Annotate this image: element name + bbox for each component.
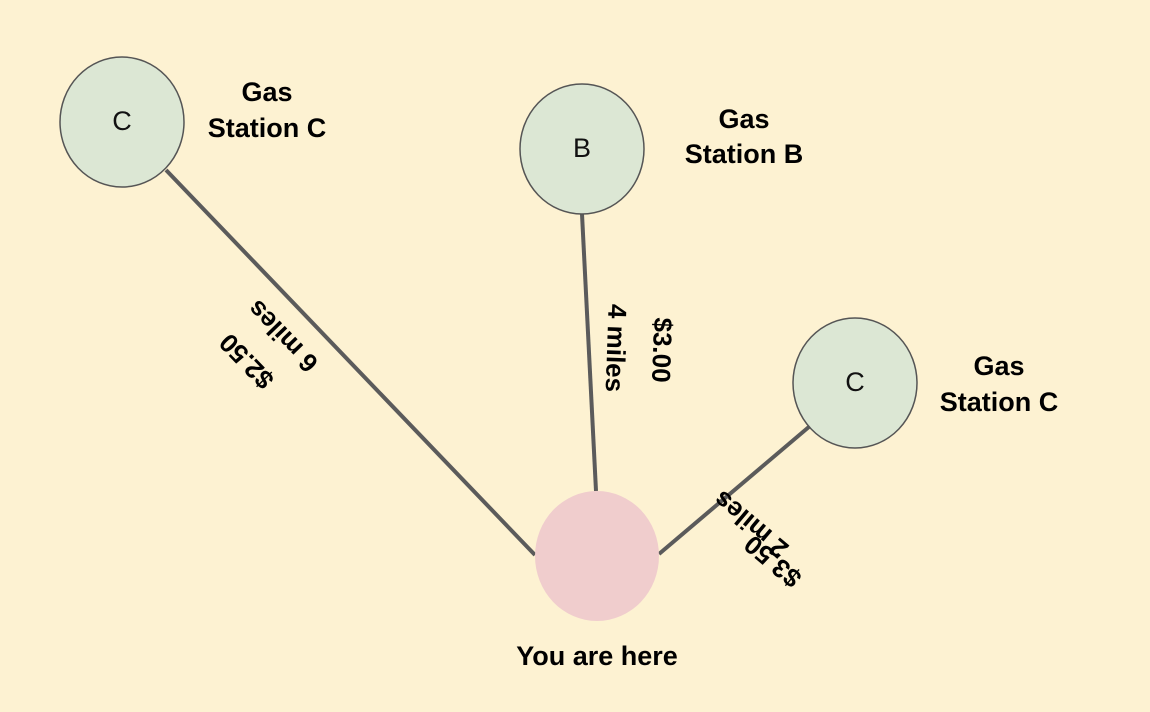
edge-to-station-b [580, 213, 598, 492]
station-letter: B [573, 133, 591, 163]
distance-label: 4 miles [600, 303, 633, 392]
edge-to-station-c-left [164, 168, 537, 557]
station-label: Gas [973, 351, 1024, 381]
station-label: Gas [718, 104, 769, 134]
edge-to-station-c-right [657, 424, 812, 556]
origin-circle [535, 491, 659, 621]
station-node-c-left: C [59, 56, 185, 188]
origin-label: You are here [516, 641, 678, 671]
station-label: Gas [241, 77, 292, 107]
station-node-c-right: C [792, 317, 918, 449]
station-label: Station C [940, 387, 1059, 417]
station-circle [792, 317, 918, 449]
station-circle [519, 83, 645, 215]
station-circle [59, 56, 185, 188]
station-label: Station C [208, 113, 327, 143]
station-label: Station B [685, 139, 804, 169]
station-letter: C [845, 367, 865, 397]
station-node-b: B [519, 83, 645, 215]
price-label: $3.00 [646, 317, 678, 383]
station-letter: C [112, 106, 132, 136]
